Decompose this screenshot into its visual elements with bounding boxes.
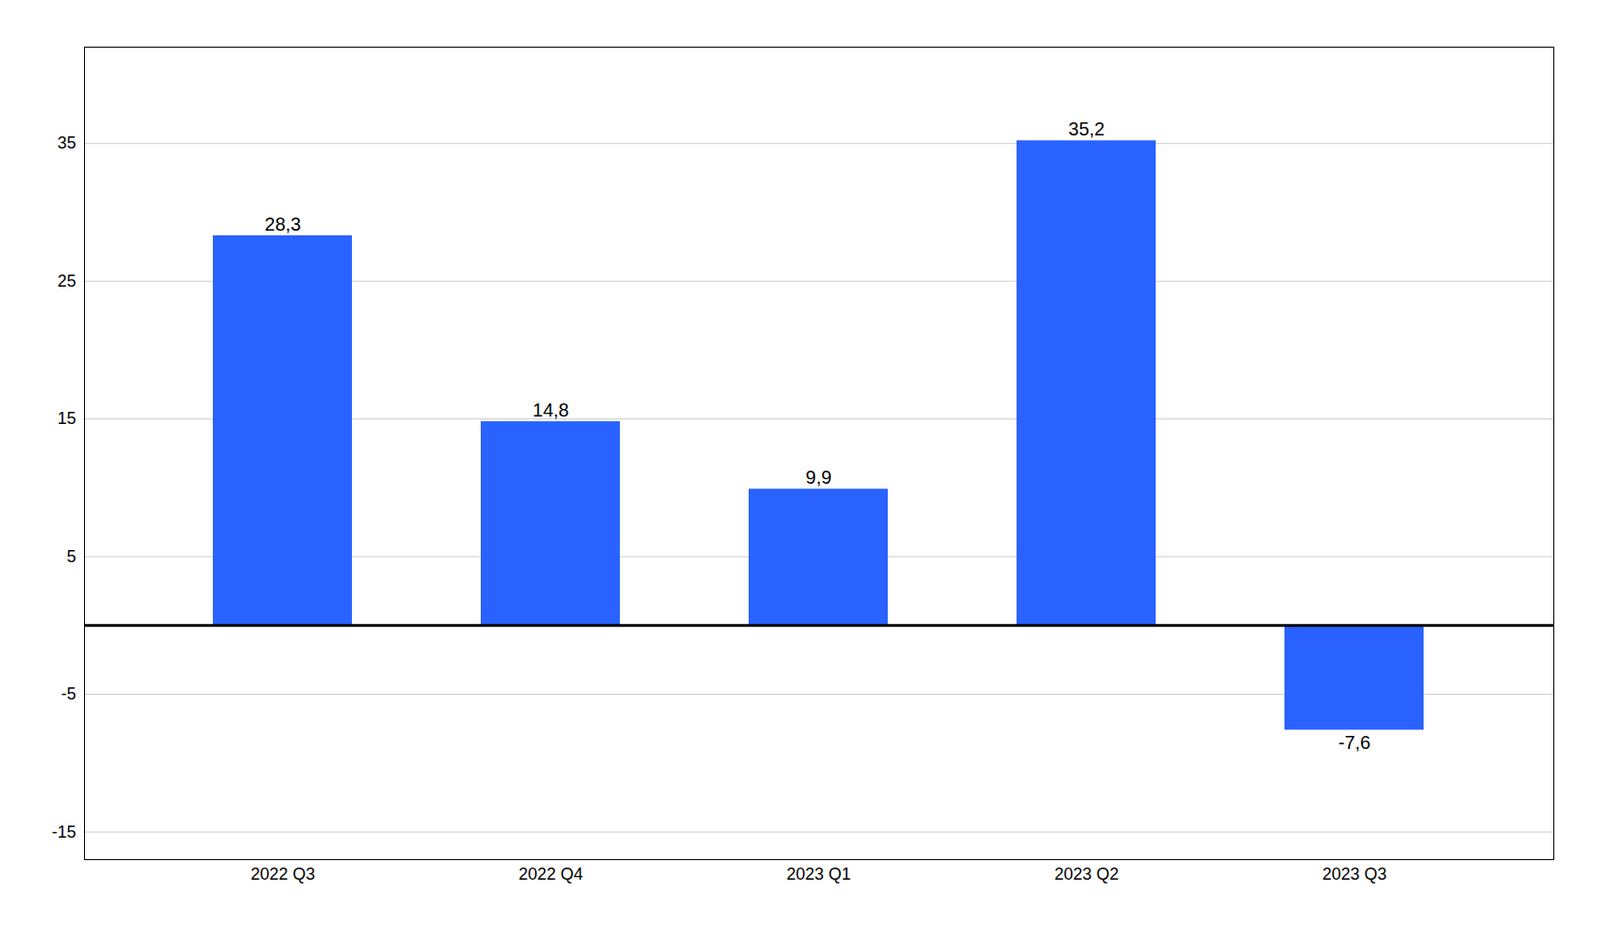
svg-text:2023 Q1: 2023 Q1 xyxy=(785,864,851,884)
svg-text:-5: -5 xyxy=(60,684,76,703)
svg-text:14,8: 14,8 xyxy=(533,399,570,421)
svg-text:28,3: 28,3 xyxy=(265,213,302,235)
svg-text:2023 Q2: 2023 Q2 xyxy=(1053,864,1119,884)
svg-text:2022 Q3: 2022 Q3 xyxy=(250,864,315,884)
svg-text:35,2: 35,2 xyxy=(1068,118,1106,140)
svg-text:15: 15 xyxy=(56,408,76,428)
svg-text:2022 Q4: 2022 Q4 xyxy=(518,864,583,884)
svg-text:2023 Q3: 2023 Q3 xyxy=(1321,864,1387,884)
svg-text:9,9: 9,9 xyxy=(805,466,832,488)
svg-text:35: 35 xyxy=(56,133,76,153)
svg-text:-7,6: -7,6 xyxy=(1338,731,1371,753)
svg-text:5: 5 xyxy=(66,547,76,566)
svg-text:25: 25 xyxy=(56,271,76,291)
svg-text:-15: -15 xyxy=(51,822,76,842)
